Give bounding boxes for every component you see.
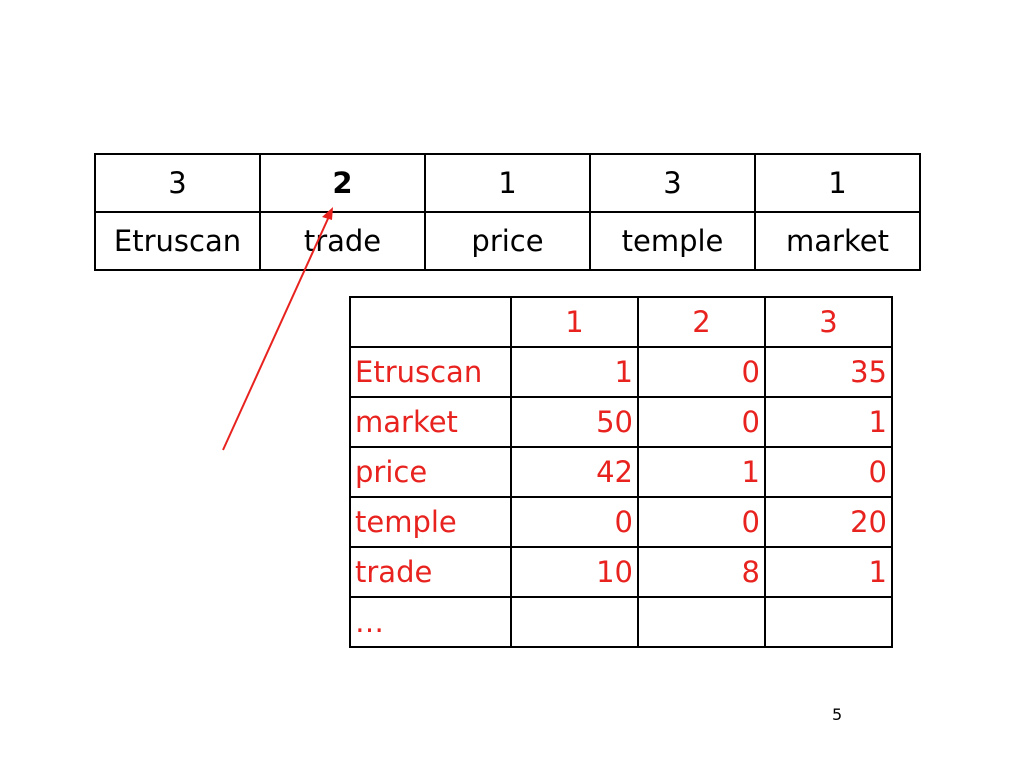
- page-number: 5: [832, 705, 843, 724]
- count-cell: 1: [764, 396, 893, 448]
- topic-count-cell: 1: [424, 153, 591, 213]
- count-cell: 0: [510, 496, 639, 548]
- word-cell: temple: [589, 211, 756, 271]
- count-cell: 35: [764, 346, 893, 398]
- table-row: market 50 0 1: [349, 396, 893, 448]
- count-cell: 1: [637, 446, 766, 498]
- header-corner-cell: [349, 296, 512, 348]
- ellipsis-cell: …: [349, 596, 512, 648]
- word-cell: trade: [259, 211, 426, 271]
- table-row: …: [349, 596, 893, 648]
- topic-count-row: 3 2 1 3 1: [94, 153, 921, 213]
- count-cell: 10: [510, 546, 639, 598]
- header-row: 1 2 3: [349, 296, 893, 348]
- topic-count-cell-highlighted: 2: [259, 153, 426, 213]
- count-cell: [510, 596, 639, 648]
- topic-assignment-table: 3 2 1 3 1 Etruscan trade price temple ma…: [94, 153, 921, 271]
- word-topic-count-table: 1 2 3 Etruscan 1 0 35 market 50 0 1 pric…: [349, 296, 893, 648]
- header-cell: 1: [510, 296, 639, 348]
- term-cell: market: [349, 396, 512, 448]
- term-cell: Etruscan: [349, 346, 512, 398]
- count-cell: 8: [637, 546, 766, 598]
- word-cell: market: [754, 211, 921, 271]
- table-row: trade 10 8 1: [349, 546, 893, 598]
- count-cell: 1: [764, 546, 893, 598]
- count-cell: 20: [764, 496, 893, 548]
- topic-count-cell: 1: [754, 153, 921, 213]
- table-row: price 42 1 0: [349, 446, 893, 498]
- table-row: temple 0 0 20: [349, 496, 893, 548]
- term-cell: price: [349, 446, 512, 498]
- count-cell: 42: [510, 446, 639, 498]
- count-cell: 0: [637, 346, 766, 398]
- count-cell: [637, 596, 766, 648]
- count-cell: 50: [510, 396, 639, 448]
- table-row: Etruscan 1 0 35: [349, 346, 893, 398]
- term-cell: temple: [349, 496, 512, 548]
- topic-count-cell: 3: [94, 153, 261, 213]
- header-cell: 3: [764, 296, 893, 348]
- count-cell: 0: [637, 396, 766, 448]
- header-cell: 2: [637, 296, 766, 348]
- count-cell: 0: [764, 446, 893, 498]
- topic-count-cell: 3: [589, 153, 756, 213]
- word-cell: price: [424, 211, 591, 271]
- count-cell: 0: [637, 496, 766, 548]
- term-cell: trade: [349, 546, 512, 598]
- count-cell: 1: [510, 346, 639, 398]
- word-cell: Etruscan: [94, 211, 261, 271]
- word-row: Etruscan trade price temple market: [94, 211, 921, 271]
- count-cell: [764, 596, 893, 648]
